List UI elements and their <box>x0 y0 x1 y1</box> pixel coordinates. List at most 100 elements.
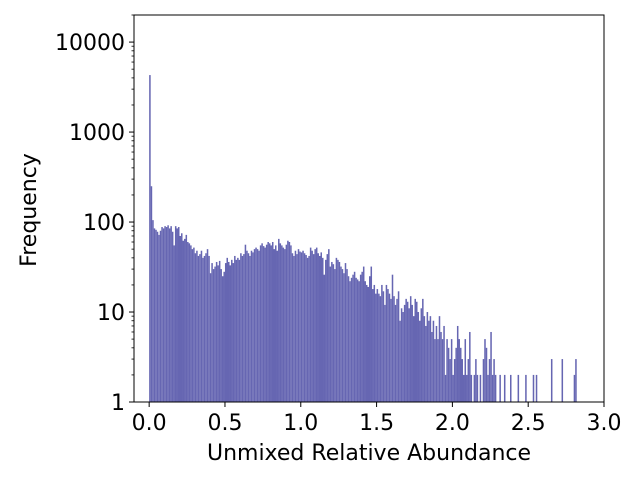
histogram-bar <box>209 273 212 402</box>
histogram-bar <box>240 253 242 402</box>
histogram-bar <box>443 325 445 402</box>
histogram-bar <box>226 257 228 402</box>
histogram-bar <box>276 250 279 402</box>
histogram-bar <box>312 254 315 402</box>
histogram-bar <box>343 273 345 402</box>
histogram-bar <box>412 316 415 402</box>
histogram-bar <box>217 265 219 402</box>
histogram-bar <box>214 266 216 402</box>
histogram-bar <box>255 247 257 402</box>
histogram-bar <box>434 339 436 402</box>
histogram-bar <box>271 242 274 402</box>
histogram-bar <box>306 257 309 402</box>
histogram-bar <box>510 374 512 402</box>
histogram-bar <box>165 227 168 402</box>
histogram-bar <box>470 374 473 402</box>
histogram-bar <box>331 261 333 402</box>
histogram-bar <box>341 269 344 402</box>
histogram-bar <box>278 238 280 402</box>
y-tick-label: 10 <box>97 301 125 326</box>
histogram-bar <box>372 289 374 402</box>
histogram-bar <box>466 374 468 402</box>
histogram-bar <box>441 339 444 402</box>
histogram-bar <box>378 293 380 402</box>
y-axis-ticks: 1 10 100 1000 10000 <box>55 14 134 416</box>
histogram-bar <box>329 266 332 402</box>
histogram-bar <box>259 245 262 402</box>
histogram-bar <box>575 359 577 402</box>
histogram-bar <box>174 226 177 402</box>
histogram-bar <box>356 279 359 402</box>
histogram-bar <box>491 374 494 402</box>
histogram-bar <box>314 249 316 402</box>
histogram-bar <box>494 374 497 402</box>
histogram-bar <box>179 235 181 402</box>
histogram-bar <box>293 255 295 402</box>
histogram-bar <box>487 374 489 402</box>
histogram-bar <box>296 254 298 402</box>
histogram-bar <box>450 339 453 402</box>
histogram-bar <box>205 253 207 402</box>
histogram-bar <box>463 374 465 402</box>
histogram-bar <box>379 296 382 402</box>
histogram-bar <box>370 266 373 402</box>
histogram-bar <box>475 359 477 402</box>
histogram-bar <box>344 263 347 402</box>
histogram-bar <box>326 254 329 402</box>
histogram-bar <box>203 255 206 402</box>
histogram-bar <box>221 276 224 402</box>
histogram-bar <box>231 259 233 402</box>
histogram-bar <box>403 304 406 402</box>
histogram-bar <box>171 231 174 402</box>
histogram-bar <box>429 316 432 402</box>
histogram-bar <box>202 257 204 402</box>
histogram-bar <box>185 234 188 402</box>
histogram-bar <box>482 359 485 402</box>
histogram-bar <box>270 245 272 402</box>
histogram-bar <box>282 247 285 402</box>
histogram-bar <box>347 276 350 402</box>
histogram-bar <box>446 339 448 402</box>
y-tick-label: 100 <box>83 211 125 236</box>
histogram-bar <box>155 229 157 402</box>
histogram-bar <box>243 254 245 402</box>
y-tick-label: 10000 <box>55 31 125 56</box>
histogram-bar <box>405 298 407 402</box>
histogram-bar <box>235 259 238 402</box>
histogram-bar <box>385 284 388 402</box>
histogram-bar <box>337 259 339 402</box>
histogram-bar <box>247 253 250 402</box>
histogram-bar <box>490 331 492 402</box>
plot-frame <box>133 14 605 403</box>
histogram-bar <box>550 359 553 402</box>
histogram-bar <box>499 374 501 402</box>
histogram-bar <box>532 374 535 402</box>
y-tick-label: 1 <box>111 391 125 416</box>
histogram-bar <box>191 249 194 402</box>
histogram-bar <box>308 255 310 402</box>
histogram-bar <box>503 374 506 402</box>
histogram-bar <box>414 298 416 402</box>
histogram-bar <box>164 226 166 402</box>
histogram-bar <box>170 226 172 402</box>
histogram-bar <box>309 247 312 402</box>
histogram-bar <box>535 374 538 402</box>
histogram-bar <box>291 253 294 402</box>
histogram-bar <box>320 252 322 402</box>
histogram-bar <box>199 254 201 402</box>
histogram-bar <box>285 244 288 402</box>
histogram-bar <box>561 359 564 402</box>
histogram-bar <box>369 276 371 402</box>
histogram-bar <box>317 253 319 402</box>
histogram-bar <box>168 228 171 402</box>
histogram-bar <box>428 320 430 402</box>
histogram-bar <box>473 374 476 402</box>
histogram-bar <box>264 247 266 402</box>
histogram-bar <box>184 238 186 402</box>
histogram-bar <box>182 240 185 402</box>
histogram-bar <box>220 269 222 402</box>
histogram-bar <box>361 271 363 402</box>
histogram-bar <box>149 75 151 402</box>
